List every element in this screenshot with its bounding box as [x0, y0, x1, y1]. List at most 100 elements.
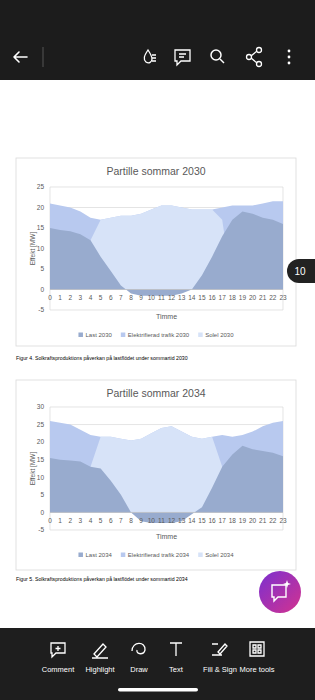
y-tick-label: 5 — [40, 491, 44, 498]
x-tick-label: 0 — [48, 517, 52, 524]
legend-label: Solel 2030 — [205, 332, 234, 338]
x-tick-label: 5 — [99, 294, 103, 301]
separator — [43, 47, 44, 67]
links — [251, 51, 257, 63]
x-tick-label: 7 — [119, 294, 123, 301]
x-tick-label: 21 — [259, 294, 267, 301]
legend-label: Last 2030 — [85, 332, 112, 338]
back-button[interactable] — [14, 52, 27, 62]
toolbar-button[interactable]: Fill & Sign — [203, 644, 237, 674]
y-tick-label: 20 — [37, 204, 45, 211]
x-tick-label: 9 — [139, 517, 143, 524]
page-number: 10 — [294, 266, 306, 277]
fab-icon — [272, 585, 286, 601]
x-tick-label: 19 — [239, 294, 247, 301]
legend: Last 2034 Elektrifierad trafik 2034 Solel … — [78, 552, 234, 558]
x-tick-label: 8 — [129, 294, 133, 301]
y-tick-label: 20 — [37, 438, 45, 445]
back-arrow — [14, 52, 27, 62]
x-tick-label: 0 — [48, 294, 52, 301]
toolbar-label: Comment — [42, 665, 75, 674]
x-tick-label: 10 — [148, 294, 156, 301]
x-tick-label: 1 — [58, 294, 62, 301]
toolbar-icon — [92, 644, 108, 658]
x-tick-label: 3 — [79, 294, 83, 301]
x-axis-label: Timme — [156, 533, 177, 540]
toolbar-button[interactable]: Text — [169, 643, 184, 674]
chart-frame — [16, 380, 296, 570]
toolbar-button[interactable]: Comment — [42, 643, 75, 674]
toolbar-label: More tools — [239, 665, 274, 674]
grid-line — [50, 289, 283, 290]
grid-line — [50, 530, 283, 531]
read-mode-icon[interactable] — [144, 50, 156, 63]
x-tick-label: 4 — [89, 294, 93, 301]
bubble — [175, 50, 190, 65]
toolbar-icon — [212, 644, 227, 655]
x-tick-label: 8 — [129, 517, 133, 524]
search-icon[interactable] — [211, 50, 224, 63]
comment-icon[interactable] — [175, 50, 190, 65]
x-tick-label: 2 — [68, 294, 72, 301]
x-tick-label: 13 — [178, 294, 186, 301]
chart-title: Partille sommar 2034 — [106, 387, 205, 399]
figure-caption: Figur 4. Solkraftsproduktions påverkan p… — [16, 355, 188, 361]
toolbar-button[interactable]: Highlight — [85, 644, 115, 674]
legend-swatch — [78, 333, 83, 338]
grid-line — [50, 187, 283, 188]
x-tick-label: 19 — [239, 517, 247, 524]
fab-circle — [259, 571, 301, 613]
share-icon[interactable] — [247, 48, 262, 67]
y-axis-label: Effekt [MW] — [29, 452, 37, 486]
chart: Partille sommar 2034-5051015202530012345… — [16, 380, 296, 570]
x-tick-label: 22 — [269, 294, 277, 301]
x-tick-label: 20 — [249, 517, 257, 524]
handle — [220, 59, 224, 63]
y-tick-label: -5 — [38, 306, 44, 313]
x-tick-label: 9 — [139, 294, 143, 301]
y-tick-label: 25 — [37, 421, 45, 428]
y-tick-label: 0 — [40, 509, 44, 516]
x-tick-label: 6 — [109, 517, 113, 524]
ai-assistant-button[interactable] — [259, 571, 301, 613]
x-axis-line — [50, 289, 283, 290]
y-tick-label: 15 — [37, 224, 45, 231]
x-tick-label: 13 — [178, 517, 186, 524]
y-tick-label: 15 — [37, 456, 45, 463]
node — [247, 55, 252, 60]
plot-area — [50, 421, 283, 523]
legend-swatch — [78, 553, 83, 558]
y-tick-label: 0 — [40, 286, 44, 293]
chart-title: Partille sommar 2030 — [106, 165, 205, 177]
x-axis-label: Timme — [156, 313, 177, 320]
chart-frame — [16, 158, 296, 346]
x-tick-label: 21 — [259, 517, 267, 524]
legend: Last 2030Elektrifierad trafik 2030Solel … — [78, 332, 234, 338]
lens — [211, 50, 221, 60]
y-tick-label: 5 — [40, 265, 44, 272]
drop — [144, 50, 152, 63]
gesture-bar — [118, 688, 198, 692]
grid-line — [50, 424, 283, 425]
toolbar-label: Draw — [130, 665, 148, 674]
figure-caption: Figur 5. Solkraftsproduktions påverkan p… — [16, 576, 188, 582]
fab-sparkle — [283, 580, 291, 588]
dot — [288, 62, 291, 65]
y-axis-label: Effekt [MW] — [29, 232, 37, 266]
x-tick-label: 3 — [79, 517, 83, 524]
toolbar-icon — [170, 643, 182, 656]
dot — [288, 50, 291, 53]
x-tick-label: 23 — [279, 517, 287, 524]
x-tick-label: 7 — [119, 517, 123, 524]
toolbar-button[interactable]: Draw — [130, 643, 148, 674]
x-tick-label: 2 — [68, 517, 72, 524]
legend-label: Elektrifierad trafik 2034 — [128, 552, 190, 558]
toolbar-button[interactable]: More tools — [239, 642, 274, 674]
more-icon[interactable] — [288, 50, 291, 65]
x-tick-label: 11 — [158, 517, 165, 524]
legend-swatch — [198, 553, 203, 558]
legend-label: Solel 2034 — [205, 552, 234, 558]
node — [257, 62, 262, 67]
legend-label: Last 2034 — [85, 552, 112, 558]
page-pill — [287, 259, 315, 283]
